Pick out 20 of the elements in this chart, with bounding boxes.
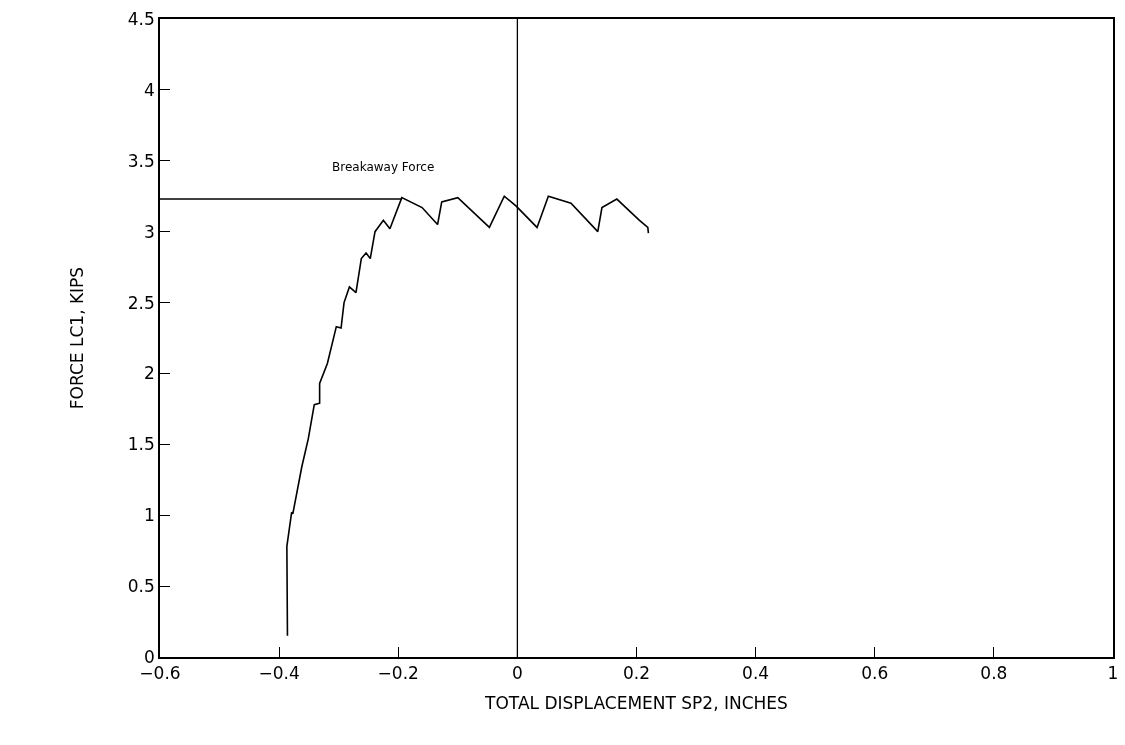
x-tick-label: 0.2 — [622, 663, 651, 684]
y-tick-label: 3.5 — [127, 150, 155, 171]
y-tick-label: 3 — [144, 221, 155, 242]
x-tick-label: 1 — [1107, 663, 1119, 684]
x-axis-title: TOTAL DISPLACEMENT SP2, INCHES — [484, 693, 788, 714]
y-tick-label: 4 — [144, 79, 155, 100]
y-axis-title: FORCE LC1, KIPS — [66, 266, 87, 410]
x-tick-label: −0.2 — [377, 663, 419, 684]
annotation: Breakaway Force — [332, 160, 435, 174]
x-tick-label: 0.4 — [742, 663, 770, 684]
y-tick-label: 2.5 — [127, 292, 155, 313]
y-tick-label: 2 — [144, 363, 155, 384]
y-tick-label: 1 — [144, 505, 155, 526]
y-tick-label: 0.5 — [127, 576, 155, 597]
x-tick-label: 0 — [511, 663, 523, 684]
y-tick-label: 4.5 — [127, 8, 155, 29]
x-tick-label: 0.6 — [861, 663, 889, 684]
x-tick-label: −0.4 — [258, 663, 300, 684]
y-tick-label: 1.5 — [127, 434, 155, 455]
x-tick-label: 0.8 — [980, 663, 1008, 684]
